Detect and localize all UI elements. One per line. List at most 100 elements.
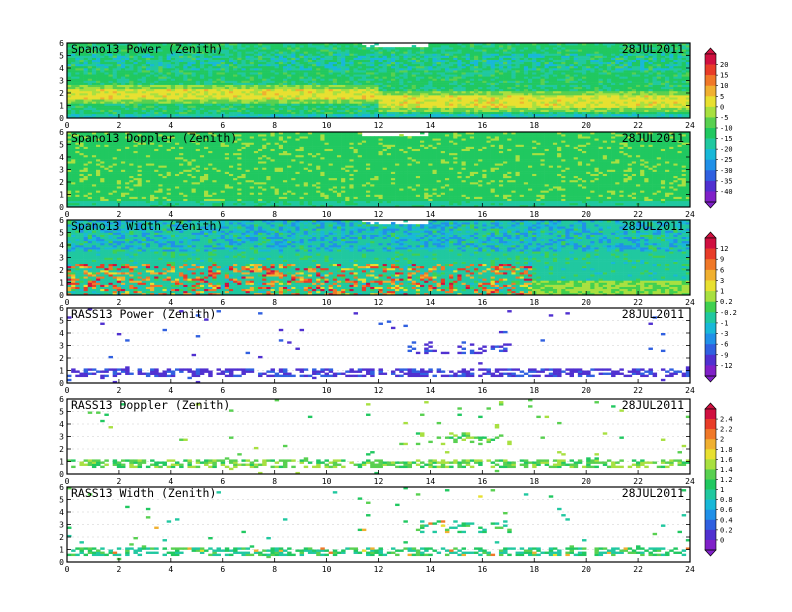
heatmap-cell: [490, 63, 496, 67]
heatmap-cell: [233, 84, 238, 88]
heatmap-cell: [79, 61, 84, 65]
heatmap-cell: [307, 74, 313, 77]
heatmap-cell: [162, 111, 167, 115]
heatmap-cell: [100, 107, 105, 110]
heatmap-cell: [594, 82, 599, 85]
heatmap-cell: [145, 88, 151, 92]
heatmap-cell: [258, 109, 263, 113]
heatmap-cell: [349, 88, 354, 92]
heatmap-cell: [208, 115, 213, 119]
heatmap-cell: [91, 63, 97, 67]
heatmap-cell: [552, 74, 558, 77]
heatmap-cell: [540, 113, 545, 117]
heatmap-cell: [266, 72, 271, 75]
heatmap-cell: [490, 111, 496, 115]
heatmap-cell: [582, 93, 587, 96]
heatmap-cell: [324, 72, 329, 75]
heatmap-cell: [395, 78, 400, 81]
heatmap-cell: [170, 86, 176, 90]
heatmap-cell: [623, 70, 628, 73]
heatmap-cell: [328, 82, 334, 85]
heatmap-cell: [378, 53, 383, 56]
heatmap-cell: [532, 51, 537, 54]
heatmap-cell: [104, 111, 109, 115]
heatmap-cell: [228, 90, 234, 94]
heatmap-cell: [615, 99, 620, 102]
heatmap-cell: [162, 82, 167, 85]
heatmap-cell: [515, 99, 521, 102]
heatmap-cell: [266, 93, 271, 96]
heatmap-cell: [216, 88, 221, 92]
heatmap-cell: [258, 63, 263, 67]
heatmap-cell: [606, 90, 612, 94]
heatmap-cell: [224, 99, 230, 102]
heatmap-cell: [420, 72, 425, 75]
heatmap-cell: [75, 47, 80, 50]
heatmap-cell: [96, 45, 101, 48]
heatmap-cell: [320, 86, 325, 90]
heatmap-cell: [266, 49, 271, 52]
heatmap-cell: [586, 105, 591, 108]
heatmap-cell: [395, 72, 400, 75]
heatmap-cell: [424, 90, 429, 94]
heatmap-cell: [552, 111, 558, 115]
heatmap-cell: [83, 80, 89, 83]
heatmap-cell: [278, 68, 284, 71]
heatmap-cell: [577, 86, 583, 90]
heatmap-cell: [627, 103, 633, 106]
heatmap-cell: [374, 68, 379, 71]
heatmap-cell: [474, 97, 479, 100]
heatmap-cell: [133, 72, 138, 75]
heatmap-cell: [395, 59, 400, 63]
heatmap-cell: [228, 74, 234, 77]
heatmap-cell: [166, 68, 172, 71]
heatmap-cell: [594, 43, 599, 46]
heatmap-cell: [515, 103, 521, 106]
heatmap-cell: [345, 70, 350, 73]
heatmap-cell: [602, 105, 608, 108]
heatmap-cell: [170, 76, 176, 79]
heatmap-cell: [241, 47, 246, 50]
heatmap-cell: [461, 70, 467, 73]
heatmap-cell: [100, 74, 105, 77]
heatmap-cell: [577, 113, 583, 117]
heatmap-cell: [228, 109, 234, 113]
heatmap-cell: [183, 68, 188, 71]
heatmap-cell: [598, 111, 604, 115]
heatmap-cell: [125, 53, 130, 56]
heatmap-cell: [170, 113, 176, 117]
heatmap-cell: [482, 70, 487, 73]
heatmap-cell: [498, 49, 504, 52]
heatmap-cell: [465, 88, 471, 92]
heatmap-cell: [195, 55, 201, 58]
heatmap-cell: [361, 45, 367, 48]
heatmap-cell: [258, 84, 263, 88]
heatmap-cell: [141, 115, 147, 119]
heatmap-cell: [602, 93, 608, 96]
heatmap-cell: [220, 97, 226, 100]
heatmap-cell: [349, 95, 354, 98]
heatmap-cell: [241, 76, 246, 79]
heatmap-cell: [287, 55, 292, 58]
heatmap-cell: [353, 49, 359, 52]
heatmap-cell: [515, 43, 521, 46]
heatmap-cell: [440, 103, 446, 106]
heatmap-cell: [640, 57, 645, 60]
heatmap-cell: [461, 45, 467, 48]
heatmap-cell: [166, 95, 172, 98]
heatmap-cell: [112, 51, 118, 54]
heatmap-cell: [598, 61, 604, 65]
heatmap-cell: [557, 78, 562, 81]
heatmap-cell: [183, 111, 188, 115]
heatmap-cell: [515, 51, 521, 54]
heatmap-cell: [623, 93, 628, 96]
heatmap-cell: [523, 80, 529, 83]
heatmap-cell: [204, 43, 209, 46]
heatmap-cell: [486, 82, 491, 85]
heatmap-cell: [228, 86, 234, 90]
heatmap-cell: [287, 68, 292, 71]
heatmap-cell: [594, 97, 599, 100]
heatmap-cell: [386, 84, 392, 88]
heatmap-cell: [561, 113, 566, 117]
